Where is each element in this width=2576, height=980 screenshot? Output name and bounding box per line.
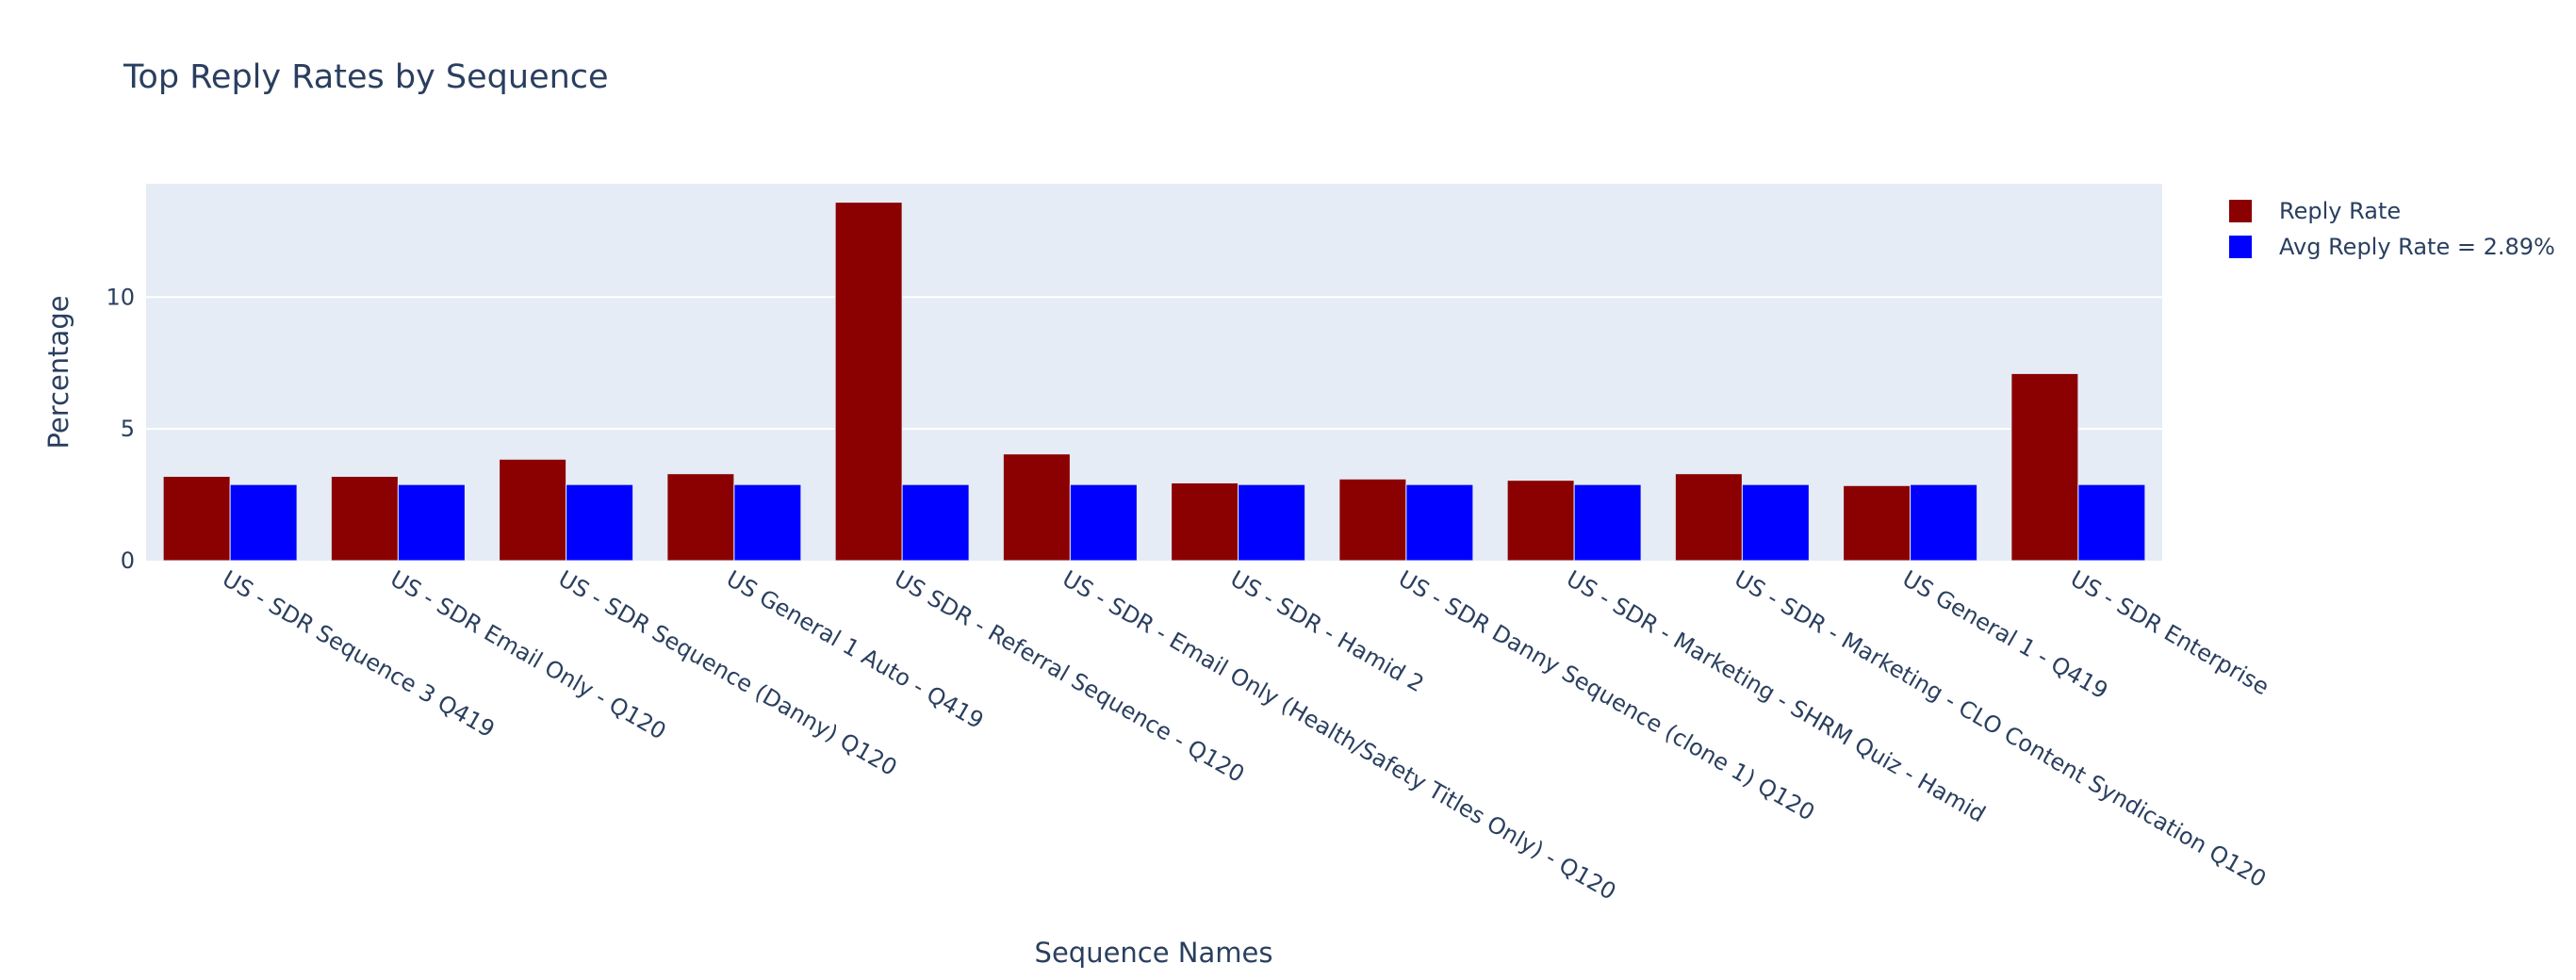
y-axis-title: Percentage [42, 295, 74, 449]
avg-reply-rate-bar[interactable] [733, 483, 802, 562]
legend-item[interactable]: Reply Rate [2229, 198, 2401, 224]
avg-reply-rate-bar[interactable] [1069, 483, 1138, 562]
reply-rate-bar[interactable] [1171, 482, 1239, 562]
bars [162, 202, 2146, 562]
x-tick-label: US SDR - Referral Sequence - Q120 [890, 565, 1249, 788]
legend-label: Reply Rate [2279, 198, 2401, 224]
y-tick-label: 5 [121, 416, 135, 442]
reply-rate-bar[interactable] [499, 458, 567, 562]
gridlines [146, 296, 2162, 431]
legend-swatch [2229, 200, 2252, 222]
x-tick-label: US - SDR Email Only - Q120 [386, 565, 670, 745]
avg-reply-rate-bar[interactable] [1910, 483, 1978, 562]
plot-area [146, 184, 2162, 561]
avg-reply-rate-bar[interactable] [229, 483, 298, 562]
x-tick-label: US - SDR Sequence 3 Q419 [218, 565, 499, 743]
reply-rate-bar[interactable] [1338, 478, 1407, 562]
avg-reply-rate-bar[interactable] [1573, 483, 1642, 562]
reply-rate-bar[interactable] [330, 475, 399, 562]
reply-rate-bar[interactable] [834, 202, 903, 562]
avg-reply-rate-bar[interactable] [1741, 483, 1810, 562]
avg-reply-rate-bar[interactable] [1238, 483, 1306, 562]
legend-swatch [2229, 236, 2252, 258]
avg-reply-rate-bar[interactable] [566, 483, 634, 562]
legend[interactable]: Reply Rate Avg Reply Rate = 2.89% [2229, 198, 2555, 260]
reply-rate-bar[interactable] [1843, 484, 1911, 562]
reply-rate-bar[interactable] [666, 473, 735, 562]
legend-label: Avg Reply Rate = 2.89% [2279, 234, 2555, 260]
x-axis-title: Sequence Names [1035, 937, 1273, 969]
reply-rate-bar[interactable] [1002, 453, 1071, 562]
y-tick-label: 0 [121, 547, 135, 574]
reply-rate-bar[interactable] [2010, 372, 2079, 562]
reply-rate-bar[interactable] [162, 475, 231, 562]
x-tick-label: US - SDR Sequence (Danny) Q120 [554, 565, 902, 781]
x-tick-label: US - SDR - Email Only (Health/Safety Tit… [1058, 565, 1620, 906]
reply-rate-bar[interactable] [1506, 480, 1575, 562]
reply-rate-bar[interactable] [1674, 473, 1743, 562]
y-tick-label: 10 [106, 284, 135, 310]
chart-title: Top Reply Rates by Sequence [123, 58, 609, 96]
avg-reply-rate-bar[interactable] [397, 483, 466, 562]
y-axis-ticks: 0 5 10 [106, 284, 135, 574]
avg-reply-rate-bar[interactable] [1405, 483, 1474, 562]
avg-reply-rate-bar[interactable] [901, 483, 970, 562]
avg-reply-rate-bar[interactable] [2077, 483, 2146, 562]
legend-item[interactable]: Avg Reply Rate = 2.89% [2229, 234, 2555, 260]
